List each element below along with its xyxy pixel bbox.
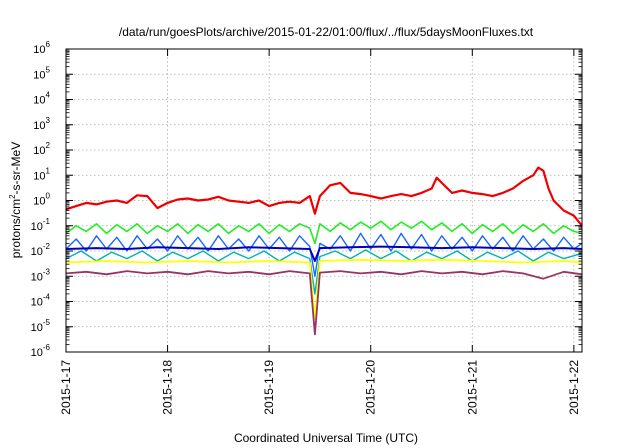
y-tick-label: 103	[33, 116, 50, 132]
y-tick-base: 10	[33, 120, 45, 132]
y-tick-label: 10-2	[31, 242, 51, 258]
y-tick-label: 101	[33, 166, 50, 182]
grid	[66, 49, 582, 352]
y-tick-base: 10	[33, 95, 45, 107]
y-tick-exponent: -6	[43, 343, 51, 352]
y-tick-exponent: -2	[43, 242, 51, 251]
y-tick-base: 10	[33, 196, 45, 208]
y-tick-base: 10	[33, 44, 45, 56]
chart-title: /data/run/goesPlots/archive/2015-01-22/0…	[119, 25, 534, 39]
y-tick-exponent: -5	[43, 318, 51, 327]
y-tick-label: 10-3	[31, 267, 51, 283]
series-line-1	[65, 166, 583, 227]
plot-frame	[65, 48, 583, 353]
y-tick-exponent: 2	[46, 141, 51, 150]
x-axis-label: Coordinated Universal Time (UTC)	[234, 431, 418, 445]
y-tick-exponent: -1	[43, 217, 51, 226]
series-line-5	[65, 249, 583, 295]
y-tick-label: 106	[33, 40, 50, 56]
y-axis-label-superscript: 2	[8, 194, 17, 199]
x-tick-label: 2015-1-21	[465, 360, 479, 415]
y-tick-base: 10	[33, 69, 45, 81]
y-tick-base: 10	[31, 347, 43, 359]
y-tick-exponent: 3	[46, 116, 51, 125]
y-ticks: 10-610-510-410-310-210-11001011021031041…	[31, 40, 582, 359]
y-tick-exponent: 0	[46, 192, 51, 201]
y-tick-exponent: -3	[43, 267, 51, 276]
y-tick-exponent: -4	[43, 293, 51, 302]
x-tick-label: 2015-1-18	[161, 360, 175, 415]
x-ticks: 2015-1-17 2015-1-18 2015-1-19 2015-1-20 2015…	[59, 49, 581, 415]
y-axis-label: protons/cm2-s-sr-MeV	[8, 142, 23, 258]
series-line-6	[65, 258, 583, 321]
y-tick-exponent: 4	[46, 91, 51, 100]
y-tick-label: 10-1	[31, 217, 51, 233]
y-tick-base: 10	[31, 246, 43, 258]
y-tick-base: 10	[33, 145, 45, 157]
y-tick-base: 10	[31, 271, 43, 283]
y-tick-label: 102	[33, 141, 50, 157]
series-group	[65, 166, 583, 336]
y-tick-exponent: 5	[46, 65, 51, 74]
series-line-7	[65, 270, 583, 336]
y-tick-base: 10	[31, 322, 43, 334]
y-tick-base: 10	[31, 297, 43, 309]
y-tick-label: 104	[33, 91, 50, 107]
y-tick-label: 10-4	[31, 293, 51, 309]
x-tick-label: 2015-1-22	[567, 360, 581, 415]
y-tick-base: 10	[33, 170, 45, 182]
y-tick-exponent: 6	[46, 40, 51, 49]
series-line-2	[65, 220, 583, 245]
series-line-3	[65, 232, 583, 277]
x-tick-label: 2015-1-20	[364, 360, 378, 415]
y-tick-label: 10-5	[31, 318, 51, 334]
y-tick-base: 10	[31, 221, 43, 233]
y-axis-label-main: protons/cm	[9, 199, 23, 258]
y-tick-label: 100	[33, 192, 50, 208]
y-tick-exponent: 1	[46, 166, 51, 175]
series-line-4	[65, 245, 583, 262]
y-tick-label: 105	[33, 65, 50, 81]
x-tick-label: 2015-1-17	[59, 360, 73, 415]
y-tick-label: 10-6	[31, 343, 51, 359]
x-tick-label: 2015-1-19	[262, 360, 276, 415]
y-axis-label-unit: -s-sr-MeV	[9, 142, 23, 195]
